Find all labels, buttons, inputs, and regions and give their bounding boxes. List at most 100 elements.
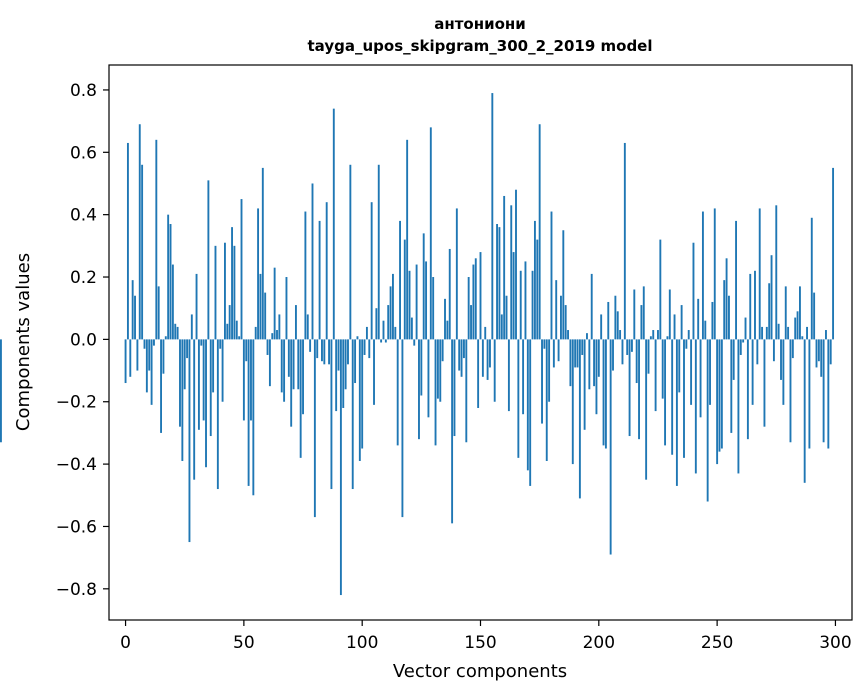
- bar-294: [820, 339, 823, 377]
- bar-189: [571, 339, 574, 465]
- bar-199: [595, 339, 598, 415]
- bar-253: [723, 280, 726, 340]
- bar-154: [489, 339, 491, 368]
- bar-96: [351, 339, 354, 490]
- bar-18: [167, 214, 170, 340]
- bar-203: [604, 339, 607, 449]
- bar-257: [732, 339, 735, 380]
- bar-0: [124, 339, 127, 384]
- bar-123: [415, 264, 418, 340]
- bar-15: [160, 339, 162, 433]
- bar-264: [749, 273, 752, 340]
- bar-50: [242, 339, 245, 421]
- bar-215: [633, 289, 636, 340]
- bar-155: [491, 93, 494, 340]
- bar-267: [756, 339, 759, 365]
- bar-107: [377, 164, 380, 340]
- bar-293: [817, 339, 820, 362]
- bar-140: [455, 208, 458, 340]
- bar-213: [628, 339, 631, 437]
- bar-194: [583, 339, 586, 430]
- bar-258: [735, 220, 737, 340]
- bar-190: [574, 339, 577, 368]
- bar-223: [652, 330, 655, 340]
- bar-221: [647, 339, 650, 374]
- bar-127: [425, 261, 428, 340]
- bar-182: [555, 280, 558, 340]
- bar-115: [396, 339, 399, 446]
- bar-201: [600, 314, 603, 340]
- bar-200: [597, 339, 600, 377]
- bar-111: [387, 305, 390, 340]
- bar-3: [131, 280, 134, 340]
- bar-132: [436, 339, 439, 399]
- bar-174: [536, 239, 539, 340]
- bar-53: [250, 339, 252, 421]
- bar-128: [427, 339, 430, 418]
- bar-269: [761, 326, 764, 340]
- bar-101: [363, 339, 366, 355]
- bar-198: [593, 339, 596, 387]
- bar-91: [339, 339, 342, 596]
- bar-61: [268, 339, 271, 387]
- bar-170: [526, 339, 529, 471]
- bar-63: [273, 267, 276, 340]
- bar-73: [297, 339, 300, 390]
- bar-98: [356, 336, 359, 340]
- bar-85: [325, 202, 328, 340]
- bar-70: [290, 339, 293, 427]
- bar-105: [373, 339, 375, 405]
- bar-162: [507, 339, 510, 412]
- bar-238: [687, 330, 690, 340]
- bar-48: [238, 336, 241, 340]
- x-tick-label: 200: [583, 633, 615, 653]
- bar-76: [304, 211, 307, 340]
- bar-1: [126, 142, 129, 340]
- bar-285: [799, 286, 801, 340]
- bar-163: [510, 205, 513, 340]
- bar-288: [806, 326, 808, 340]
- bar-295: [822, 339, 825, 443]
- bar-278: [782, 339, 785, 405]
- bar-256: [730, 339, 733, 433]
- bar-208: [616, 311, 619, 340]
- bar-175: [538, 124, 541, 340]
- bar-144: [465, 339, 468, 443]
- plot-frame: [108, 64, 853, 621]
- bar-166: [517, 339, 520, 458]
- bar-232: [673, 314, 676, 340]
- bar-249: [713, 208, 716, 340]
- y-tick-label: 0.6: [70, 143, 97, 163]
- bar-161: [505, 295, 508, 340]
- bar-19: [169, 224, 172, 340]
- bar-121: [410, 317, 413, 340]
- bar-262: [744, 317, 747, 340]
- bar-254: [725, 258, 728, 340]
- bar-20: [171, 264, 174, 340]
- bar-5: [136, 339, 139, 371]
- bar-51: [245, 339, 248, 362]
- bar-291: [813, 292, 816, 340]
- bar-226: [659, 239, 662, 340]
- bar-22: [176, 326, 179, 340]
- bar-44: [228, 305, 231, 340]
- bar-130: [432, 277, 435, 340]
- bar-243: [699, 339, 702, 418]
- bar-66: [280, 339, 283, 393]
- bar-43: [226, 323, 229, 340]
- bar-246: [706, 339, 709, 502]
- bar-214: [630, 339, 633, 352]
- bar-138: [451, 339, 454, 524]
- bar-92: [342, 339, 345, 408]
- x-tick-label: 100: [346, 633, 378, 653]
- bar-112: [389, 286, 392, 340]
- x-axis-ticks: 0 50 100 150 200 250 300: [120, 620, 852, 653]
- bar-69: [287, 339, 290, 377]
- bar-263: [746, 339, 749, 440]
- bar-287: [803, 339, 806, 483]
- bar-222: [649, 336, 652, 340]
- bar-265: [751, 339, 754, 405]
- bar-11: [150, 339, 153, 405]
- bar-292: [815, 339, 818, 368]
- bar-275: [775, 205, 778, 340]
